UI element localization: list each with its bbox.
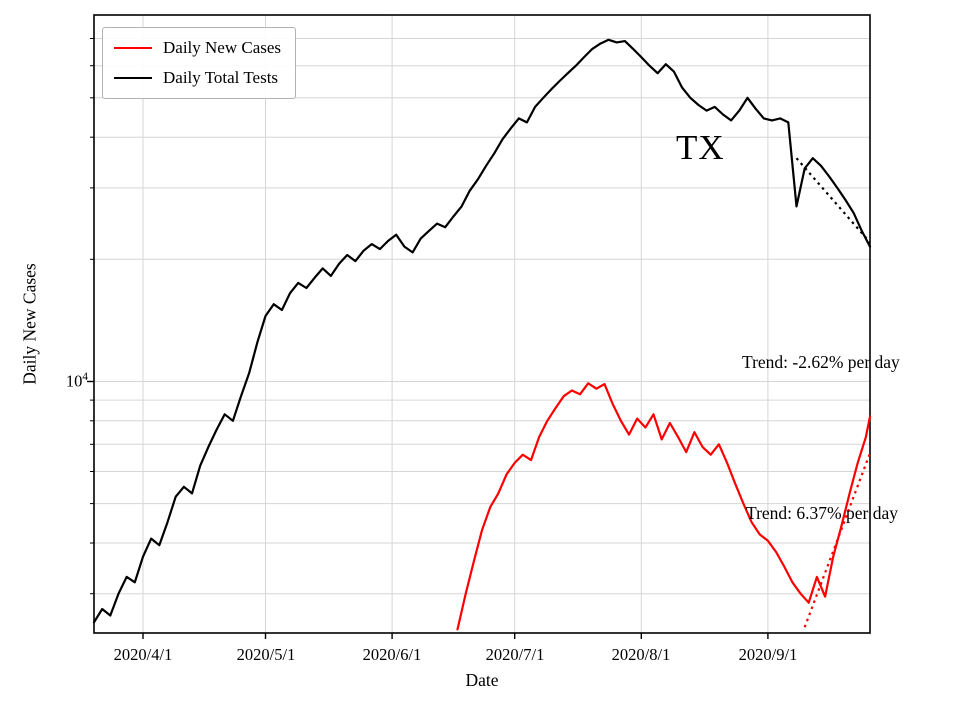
- x-tick-label: 2020/8/1: [611, 645, 671, 664]
- y-axis-title: Daily New Cases: [19, 263, 40, 385]
- x-tick-label: 2020/5/1: [236, 645, 296, 664]
- red-line-swatch-icon: [114, 46, 152, 50]
- x-tick-label: 2020/6/1: [362, 645, 422, 664]
- black-line-swatch-icon: [114, 76, 152, 80]
- legend-label: Daily Total Tests: [163, 68, 279, 87]
- trend-annotation-tests: Trend: -2.62% per day: [742, 352, 900, 372]
- y-tick-base: 10: [65, 371, 83, 391]
- y-tick-label: 104: [48, 371, 88, 392]
- y-tick-exponent: 4: [82, 371, 88, 383]
- x-tick-label: 2020/7/1: [485, 645, 545, 664]
- legend-item-daily-total-tests: Daily Total Tests: [114, 68, 281, 88]
- state-annotation: TX: [676, 128, 725, 167]
- legend: Daily New Cases Daily Total Tests: [102, 27, 297, 99]
- legend-label: Daily New Cases: [163, 38, 282, 57]
- legend-item-daily-new-cases: Daily New Cases: [114, 38, 281, 58]
- trend-annotation-cases: Trend: 6.37% per day: [746, 503, 898, 523]
- x-axis-title: Date: [465, 670, 499, 690]
- x-tick-label: 2020/4/1: [113, 645, 173, 664]
- x-tick-label: 2020/9/1: [738, 645, 798, 664]
